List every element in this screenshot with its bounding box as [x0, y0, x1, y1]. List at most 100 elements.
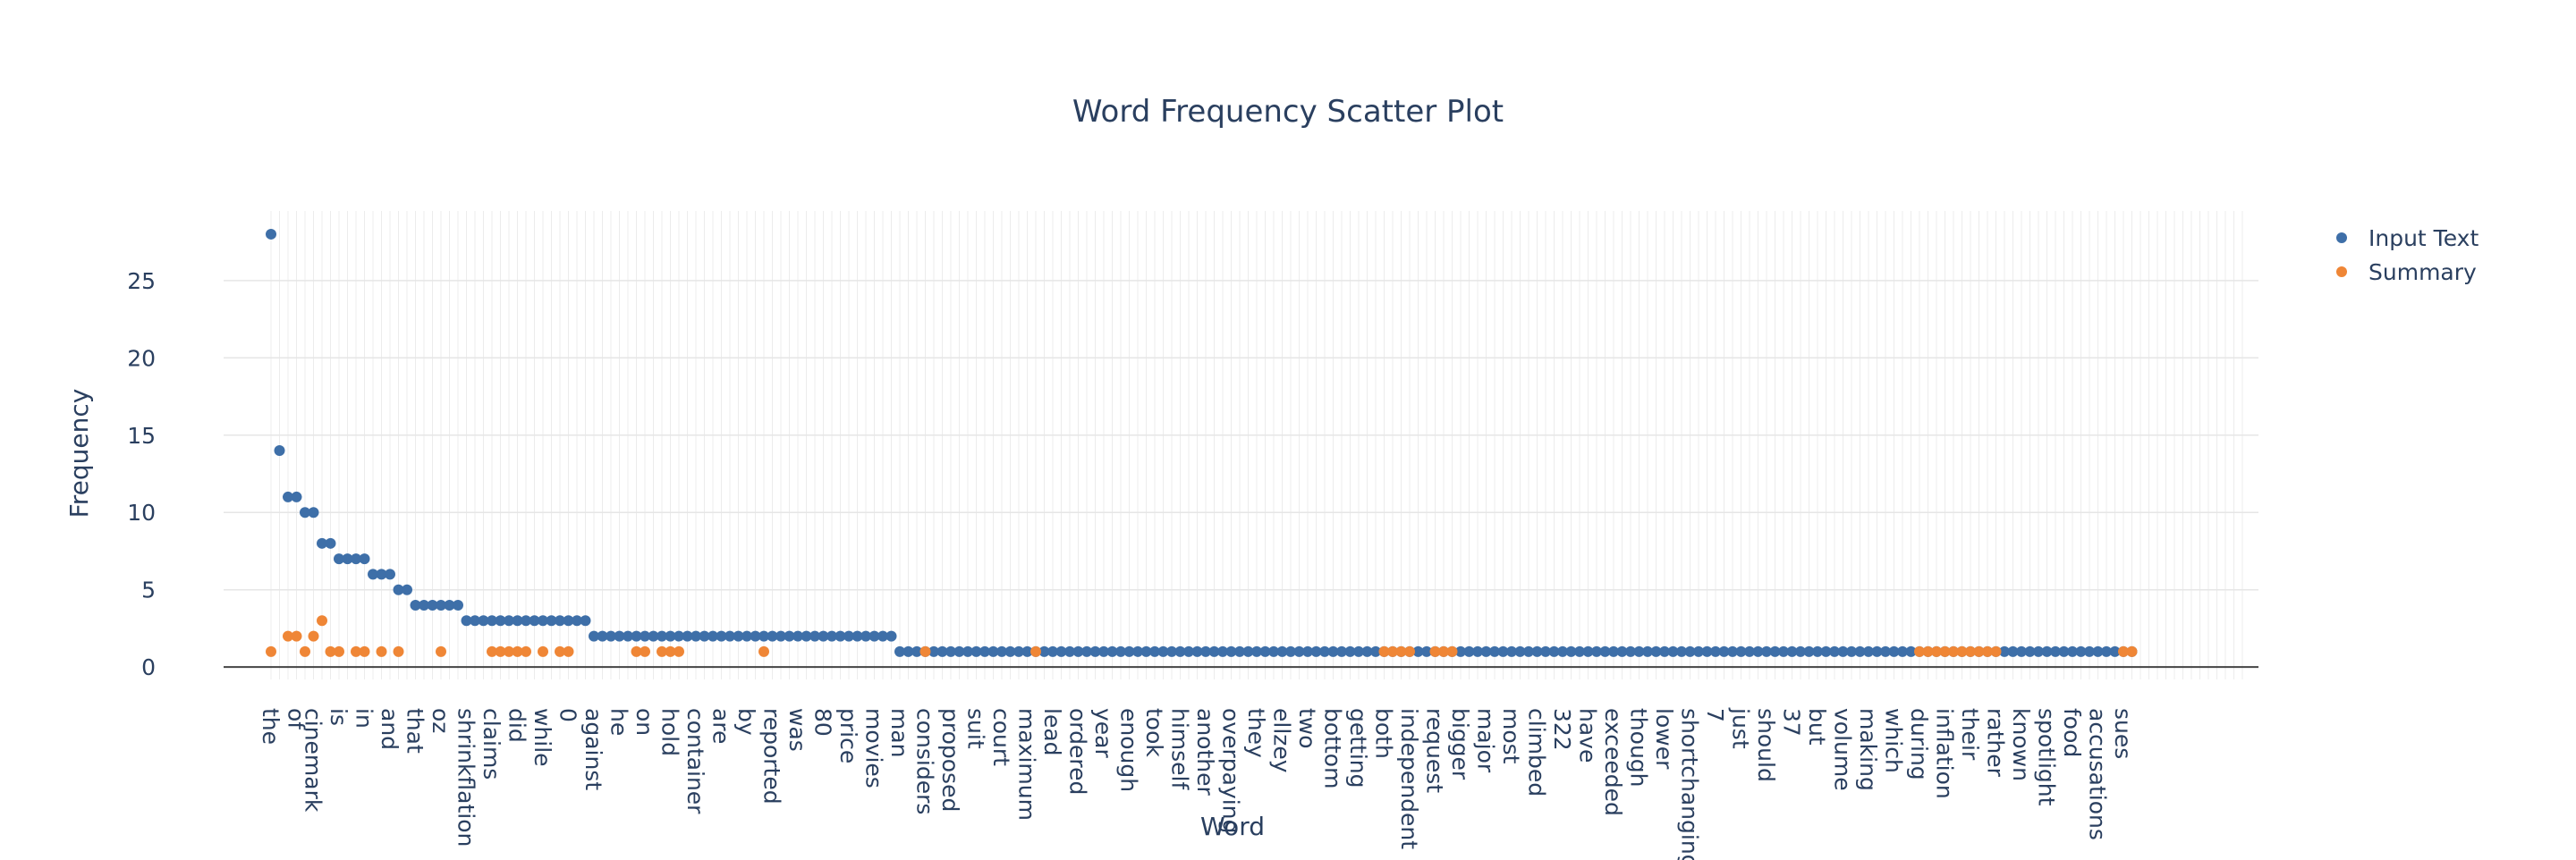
data-point-input-text[interactable]: [308, 507, 319, 519]
data-point-input-text[interactable]: [1174, 645, 1186, 657]
data-point-input-text[interactable]: [1880, 645, 1891, 657]
data-point-input-text[interactable]: [1480, 645, 1492, 657]
data-point-input-text[interactable]: [1047, 645, 1058, 657]
data-point-input-text[interactable]: [436, 599, 446, 611]
data-point-input-text[interactable]: [266, 228, 276, 240]
data-point-summary[interactable]: [1914, 645, 1925, 657]
data-point-input-text[interactable]: [1523, 645, 1534, 657]
data-point-input-text[interactable]: [444, 599, 455, 611]
data-point-summary[interactable]: [674, 645, 684, 657]
data-point-input-text[interactable]: [648, 630, 659, 642]
data-point-input-text[interactable]: [1557, 645, 1568, 657]
data-point-summary[interactable]: [317, 615, 327, 627]
data-point-input-text[interactable]: [1353, 645, 1364, 657]
data-point-input-text[interactable]: [1786, 645, 1798, 657]
data-point-input-text[interactable]: [1123, 645, 1135, 657]
data-point-input-text[interactable]: [1608, 645, 1619, 657]
data-point-input-text[interactable]: [1191, 645, 1203, 657]
data-point-input-text[interactable]: [1829, 645, 1840, 657]
data-point-summary[interactable]: [1438, 645, 1449, 657]
data-point-summary[interactable]: [538, 645, 548, 657]
data-point-input-text[interactable]: [1217, 645, 1228, 657]
data-point-input-text[interactable]: [758, 630, 769, 642]
data-point-input-text[interactable]: [2075, 645, 2087, 657]
data-point-summary[interactable]: [393, 645, 404, 657]
data-point-input-text[interactable]: [631, 630, 642, 642]
data-point-input-text[interactable]: [801, 630, 812, 642]
data-point-input-text[interactable]: [674, 630, 684, 642]
data-point-input-text[interactable]: [597, 630, 608, 642]
data-point-input-text[interactable]: [504, 615, 514, 627]
data-point-input-text[interactable]: [1183, 645, 1194, 657]
data-point-input-text[interactable]: [1038, 645, 1050, 657]
data-point-input-text[interactable]: [724, 630, 735, 642]
data-point-input-text[interactable]: [487, 615, 497, 627]
data-point-input-text[interactable]: [970, 645, 982, 657]
data-point-input-text[interactable]: [1106, 645, 1118, 657]
data-point-input-text[interactable]: [860, 630, 871, 642]
data-point-input-text[interactable]: [2024, 645, 2036, 657]
data-point-input-text[interactable]: [1735, 645, 1747, 657]
data-point-input-text[interactable]: [1004, 645, 1016, 657]
data-point-summary[interactable]: [555, 645, 565, 657]
data-point-input-text[interactable]: [691, 630, 701, 642]
data-point-input-text[interactable]: [1268, 645, 1279, 657]
data-point-input-text[interactable]: [1905, 645, 1917, 657]
data-point-input-text[interactable]: [665, 630, 676, 642]
data-point-input-text[interactable]: [623, 630, 633, 642]
data-point-input-text[interactable]: [2033, 645, 2044, 657]
data-point-input-text[interactable]: [1302, 645, 1313, 657]
data-point-input-text[interactable]: [2092, 645, 2104, 657]
data-point-input-text[interactable]: [495, 615, 506, 627]
data-point-input-text[interactable]: [376, 569, 387, 580]
data-point-input-text[interactable]: [1863, 645, 1874, 657]
data-point-input-text[interactable]: [1472, 645, 1483, 657]
data-point-input-text[interactable]: [470, 615, 480, 627]
data-point-input-text[interactable]: [1778, 645, 1789, 657]
data-point-input-text[interactable]: [1344, 645, 1356, 657]
data-point-input-text[interactable]: [385, 569, 395, 580]
data-point-input-text[interactable]: [928, 645, 939, 657]
data-point-input-text[interactable]: [682, 630, 693, 642]
data-point-input-text[interactable]: [894, 645, 905, 657]
data-point-input-text[interactable]: [962, 645, 973, 657]
data-point-input-text[interactable]: [2067, 645, 2078, 657]
data-point-input-text[interactable]: [1251, 645, 1262, 657]
data-point-input-text[interactable]: [1225, 645, 1237, 657]
data-point-input-text[interactable]: [1803, 645, 1815, 657]
data-point-summary[interactable]: [1922, 645, 1934, 657]
data-point-input-text[interactable]: [1489, 645, 1500, 657]
data-point-input-text[interactable]: [1888, 645, 1900, 657]
data-point-summary[interactable]: [291, 630, 302, 642]
data-point-summary[interactable]: [1965, 645, 1976, 657]
data-point-summary[interactable]: [563, 645, 574, 657]
data-point-input-text[interactable]: [1327, 645, 1339, 657]
data-point-input-text[interactable]: [996, 645, 1007, 657]
data-point-input-text[interactable]: [351, 553, 361, 565]
data-point-summary[interactable]: [376, 645, 387, 657]
data-point-input-text[interactable]: [979, 645, 990, 657]
data-point-input-text[interactable]: [334, 553, 344, 565]
data-point-input-text[interactable]: [1599, 645, 1611, 657]
data-point-input-text[interactable]: [325, 537, 336, 549]
data-point-input-text[interactable]: [1140, 645, 1152, 657]
data-point-input-text[interactable]: [1769, 645, 1781, 657]
data-point-input-text[interactable]: [716, 630, 727, 642]
data-point-summary[interactable]: [504, 645, 514, 657]
data-point-input-text[interactable]: [1837, 645, 1849, 657]
data-point-input-text[interactable]: [1514, 645, 1526, 657]
data-point-summary[interactable]: [1931, 645, 1942, 657]
data-point-input-text[interactable]: [987, 645, 999, 657]
data-point-input-text[interactable]: [606, 630, 616, 642]
data-point-summary[interactable]: [665, 645, 676, 657]
data-point-summary[interactable]: [1982, 645, 1993, 657]
data-point-input-text[interactable]: [521, 615, 531, 627]
data-point-input-text[interactable]: [1072, 645, 1084, 657]
data-point-summary[interactable]: [2118, 645, 2129, 657]
data-point-summary[interactable]: [1404, 645, 1415, 657]
data-point-input-text[interactable]: [317, 537, 327, 549]
data-point-input-text[interactable]: [1710, 645, 1721, 657]
data-point-summary[interactable]: [758, 645, 769, 657]
data-point-input-text[interactable]: [342, 553, 353, 565]
data-point-input-text[interactable]: [1999, 645, 2010, 657]
